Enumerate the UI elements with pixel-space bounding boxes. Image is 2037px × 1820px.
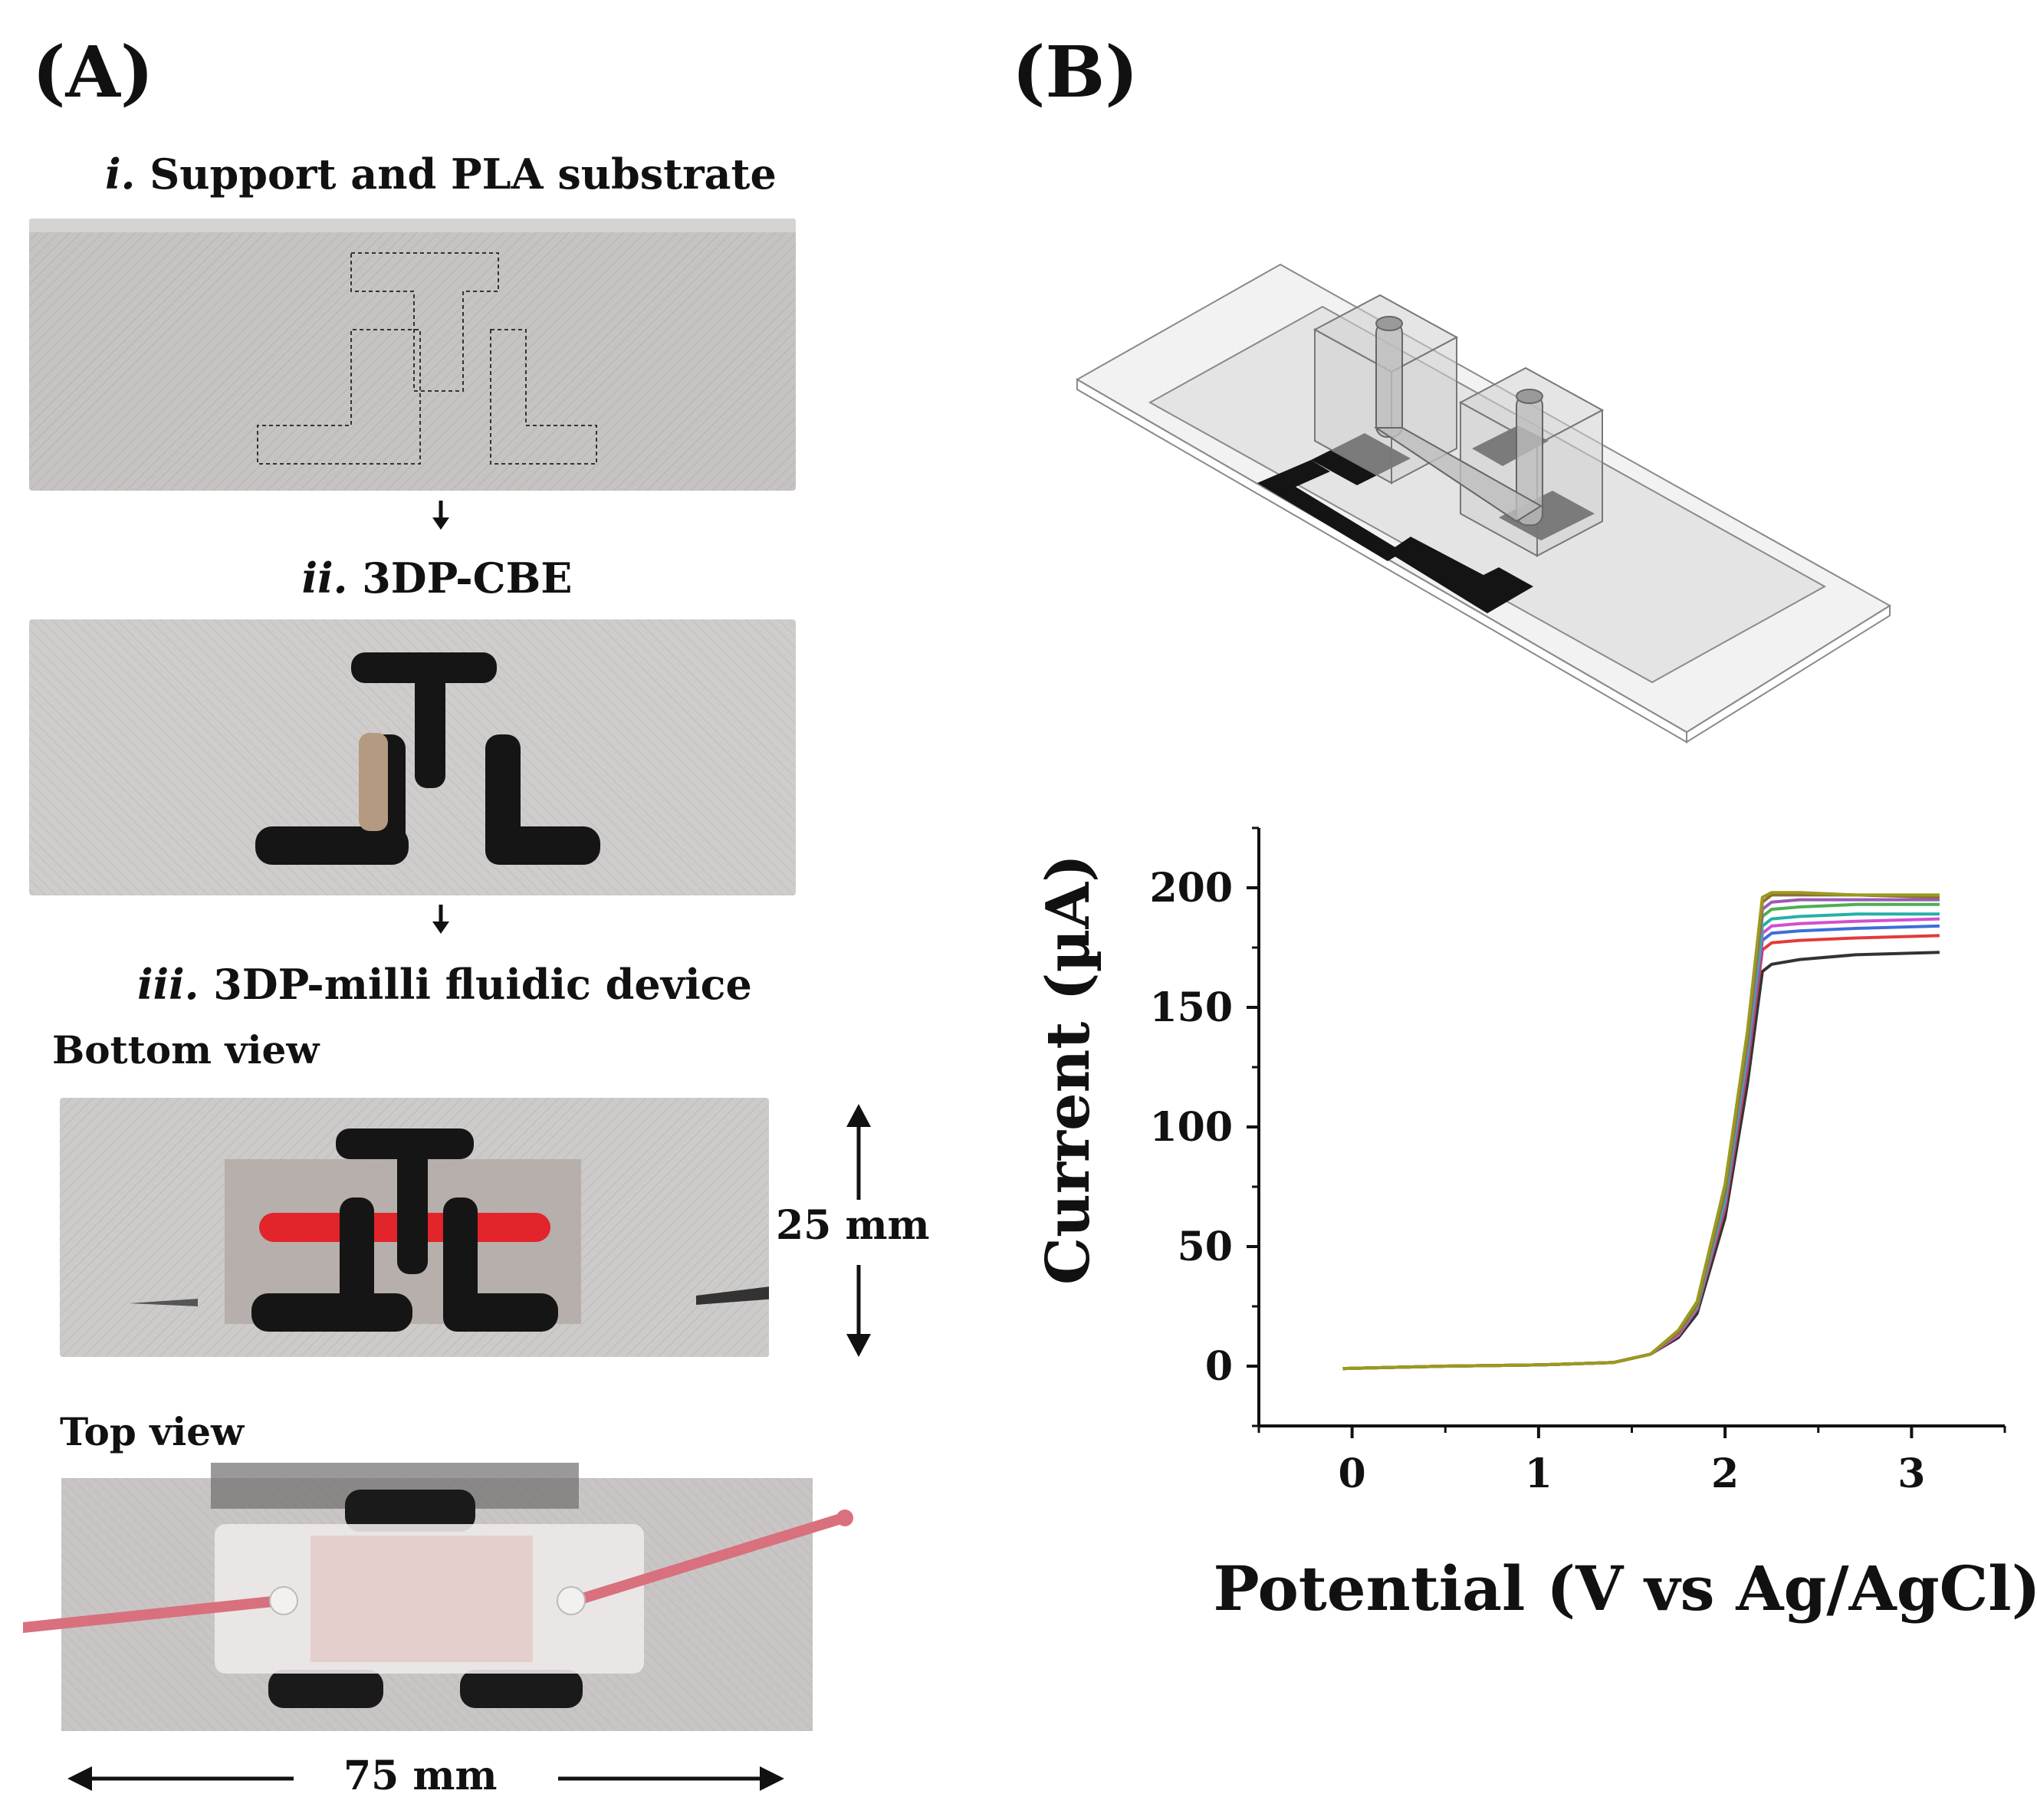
y-axis-label: Current (µA) xyxy=(1043,854,1103,1285)
x-tick-label: 1 xyxy=(1525,1450,1552,1497)
series-line-1 xyxy=(1342,951,1940,1371)
step-ii-text: 3DP-CBE xyxy=(347,554,573,603)
series-line-2 xyxy=(1342,934,1940,1371)
chart-series xyxy=(1342,891,1940,1371)
reference-electrode xyxy=(359,733,388,831)
step-iii-text: 3DP-milli fluidic device xyxy=(199,960,752,1009)
electrode-outline xyxy=(257,252,597,465)
series-line-6 xyxy=(1342,902,1940,1371)
step-ii-number: ii. xyxy=(301,554,348,603)
voltammogram-chart: 0 1 2 3 0 50 100 150 200 Current (µA) Potential … xyxy=(1043,826,2037,1625)
top-view-photo xyxy=(23,1463,853,1731)
arrow-down-1 xyxy=(431,501,451,531)
top-view-label: Top view xyxy=(60,1409,245,1454)
series-line-7 xyxy=(1342,898,1940,1371)
step-i-title: i. Support and PLA substrate xyxy=(0,149,882,199)
step-iii-number: iii. xyxy=(137,960,199,1009)
series-line-9 xyxy=(1342,891,1940,1371)
y-tick-label: 100 xyxy=(1149,1104,1233,1151)
width-dimension-arrow xyxy=(67,1766,784,1791)
device-3d-schematic xyxy=(1075,263,1891,744)
step-i-number: i. xyxy=(105,149,136,199)
height-dimension-arrow xyxy=(846,1104,871,1357)
step-i-text: Support and PLA substrate xyxy=(135,149,777,199)
x-tick-label: 0 xyxy=(1339,1450,1366,1497)
series-line-5 xyxy=(1342,912,1940,1371)
arrow-down-2 xyxy=(431,905,451,935)
series-line-4 xyxy=(1342,917,1940,1371)
electrode-photo xyxy=(29,619,796,895)
chart-ticks: 0 1 2 3 0 50 100 150 200 xyxy=(1149,826,2006,1497)
series-line-3 xyxy=(1342,924,1940,1371)
y-tick-label: 150 xyxy=(1149,984,1233,1031)
width-dimension-label: 75 mm xyxy=(343,1753,498,1799)
series-line-8 xyxy=(1342,893,1940,1371)
bottom-view-photo xyxy=(60,1098,769,1357)
bottom-view-label: Bottom view xyxy=(52,1027,320,1073)
chart-axes xyxy=(1257,828,2005,1427)
panel-a-label: (A) xyxy=(32,31,154,113)
x-tick-label: 2 xyxy=(1711,1450,1739,1497)
panel-b-label: (B) xyxy=(1012,31,1138,113)
substrate-photo xyxy=(29,218,796,491)
step-iii-title: iii. 3DP-milli fluidic device xyxy=(46,960,843,1009)
x-axis-label: Potential (V vs Ag/AgCl) xyxy=(1213,1552,2037,1625)
y-tick-label: 200 xyxy=(1149,865,1233,912)
x-tick-label: 3 xyxy=(1897,1450,1925,1497)
y-tick-label: 0 xyxy=(1205,1343,1233,1390)
height-dimension-label: 25 mm xyxy=(776,1202,930,1249)
step-ii-title: ii. 3DP-CBE xyxy=(100,554,774,603)
y-tick-label: 50 xyxy=(1178,1224,1233,1270)
